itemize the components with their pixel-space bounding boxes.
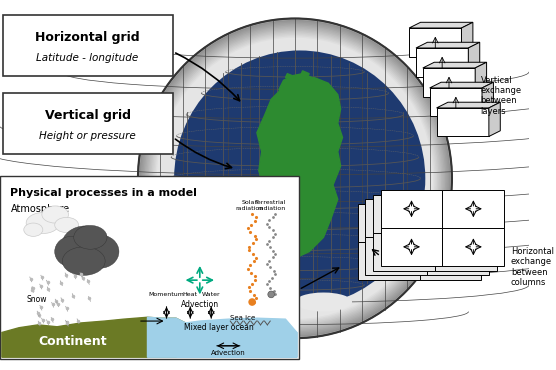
Polygon shape <box>430 82 493 88</box>
Text: Solar
radiation: Solar radiation <box>235 200 264 211</box>
Bar <box>409 28 461 57</box>
Bar <box>381 190 443 228</box>
Text: Vertical
exchange
between
layers: Vertical exchange between layers <box>480 75 522 116</box>
Polygon shape <box>147 317 297 357</box>
Ellipse shape <box>153 34 437 323</box>
Bar <box>427 237 489 275</box>
Bar <box>373 195 435 233</box>
Ellipse shape <box>54 217 78 233</box>
Ellipse shape <box>26 213 59 233</box>
Text: Mixed layer ocean: Mixed layer ocean <box>184 323 254 332</box>
Bar <box>443 190 504 228</box>
Bar <box>358 204 420 242</box>
Text: Vertical grid: Vertical grid <box>44 109 131 122</box>
FancyBboxPatch shape <box>0 176 299 359</box>
Text: Latitude - longitude: Latitude - longitude <box>36 53 138 63</box>
Bar <box>443 228 504 266</box>
Ellipse shape <box>157 38 433 319</box>
Polygon shape <box>409 22 473 28</box>
Polygon shape <box>423 62 486 68</box>
Text: Horizontal
exchange
between
columns: Horizontal exchange between columns <box>511 247 554 287</box>
Bar <box>435 233 497 270</box>
Polygon shape <box>468 42 480 77</box>
Polygon shape <box>482 82 493 117</box>
Text: Atmosphere: Atmosphere <box>12 204 71 214</box>
Bar <box>420 242 481 280</box>
Ellipse shape <box>150 31 440 326</box>
Polygon shape <box>489 102 500 137</box>
Ellipse shape <box>54 236 88 267</box>
Text: Heat: Heat <box>183 292 198 297</box>
Text: Advection: Advection <box>181 300 219 309</box>
Text: Momentum: Momentum <box>148 292 185 297</box>
Polygon shape <box>257 77 342 258</box>
Ellipse shape <box>74 225 107 249</box>
Text: Height or pressure: Height or pressure <box>39 131 136 141</box>
Text: Terrestrial
radiation: Terrestrial radiation <box>256 200 287 211</box>
Polygon shape <box>475 62 486 97</box>
Bar <box>427 199 489 237</box>
Ellipse shape <box>146 27 444 330</box>
Bar <box>373 233 435 270</box>
Bar <box>430 88 482 117</box>
Polygon shape <box>285 74 297 80</box>
Polygon shape <box>279 74 319 93</box>
Ellipse shape <box>154 35 436 322</box>
Ellipse shape <box>147 28 443 329</box>
Ellipse shape <box>295 293 352 312</box>
Text: Advection: Advection <box>211 350 246 356</box>
Ellipse shape <box>62 226 110 264</box>
Text: Water: Water <box>202 292 221 297</box>
Polygon shape <box>147 328 297 357</box>
Bar <box>381 228 443 266</box>
Ellipse shape <box>249 298 256 306</box>
Bar <box>436 108 489 137</box>
Text: Snow: Snow <box>27 295 47 304</box>
Text: Continent: Continent <box>38 336 107 349</box>
Text: Sea ice: Sea ice <box>230 315 255 321</box>
FancyBboxPatch shape <box>3 93 173 154</box>
Ellipse shape <box>174 50 425 306</box>
Ellipse shape <box>151 32 439 324</box>
Bar <box>416 48 468 77</box>
Ellipse shape <box>156 36 434 320</box>
Ellipse shape <box>138 18 452 338</box>
Ellipse shape <box>145 25 445 332</box>
Bar <box>358 242 420 280</box>
Polygon shape <box>2 317 186 357</box>
Ellipse shape <box>140 20 450 337</box>
Polygon shape <box>301 71 309 78</box>
Bar <box>435 195 497 233</box>
Polygon shape <box>436 102 500 108</box>
Bar <box>420 204 481 242</box>
Bar <box>365 237 427 275</box>
Ellipse shape <box>268 291 275 298</box>
Ellipse shape <box>138 18 452 338</box>
Ellipse shape <box>24 223 43 236</box>
Ellipse shape <box>62 247 105 275</box>
Text: Horizontal grid: Horizontal grid <box>35 31 140 44</box>
Ellipse shape <box>143 24 446 333</box>
Text: Physical processes in a model: Physical processes in a model <box>9 188 196 198</box>
FancyBboxPatch shape <box>3 15 173 75</box>
Bar <box>365 199 427 237</box>
Ellipse shape <box>142 23 448 334</box>
Polygon shape <box>416 42 480 48</box>
Bar <box>423 68 475 97</box>
Polygon shape <box>461 22 473 57</box>
Ellipse shape <box>42 206 68 223</box>
Ellipse shape <box>157 38 433 319</box>
Ellipse shape <box>141 21 449 336</box>
Ellipse shape <box>81 235 119 268</box>
Ellipse shape <box>148 30 441 327</box>
